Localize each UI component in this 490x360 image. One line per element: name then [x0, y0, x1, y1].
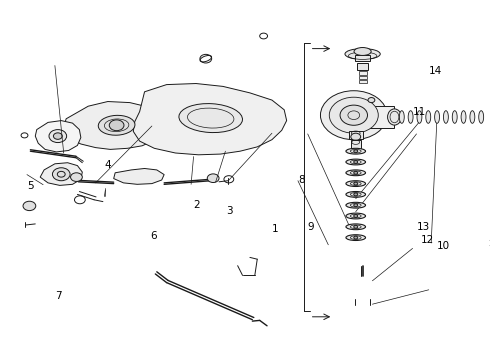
Ellipse shape: [470, 111, 475, 123]
Text: 9: 9: [308, 222, 315, 232]
Bar: [359, 80, 367, 83]
Circle shape: [354, 182, 358, 185]
Circle shape: [354, 161, 358, 163]
Circle shape: [340, 105, 368, 125]
Circle shape: [320, 91, 387, 140]
Polygon shape: [133, 84, 287, 155]
Ellipse shape: [479, 111, 484, 123]
Polygon shape: [40, 163, 82, 185]
Circle shape: [207, 174, 219, 183]
Bar: [359, 71, 367, 75]
Text: 4: 4: [104, 160, 111, 170]
Bar: [355, 55, 370, 61]
Ellipse shape: [346, 224, 366, 230]
Ellipse shape: [435, 111, 440, 123]
Ellipse shape: [408, 111, 413, 123]
Text: 2: 2: [194, 200, 200, 210]
Text: 6: 6: [150, 231, 157, 241]
Text: 11: 11: [413, 107, 426, 117]
Bar: [348, 106, 394, 128]
Text: 7: 7: [55, 291, 62, 301]
Ellipse shape: [345, 49, 380, 59]
Text: 12: 12: [420, 235, 434, 246]
Ellipse shape: [346, 170, 366, 176]
Text: 8: 8: [298, 175, 305, 185]
Polygon shape: [35, 121, 81, 152]
Text: 10: 10: [437, 240, 450, 251]
Ellipse shape: [443, 111, 448, 123]
Text: 14: 14: [429, 66, 442, 76]
Ellipse shape: [388, 109, 401, 125]
Circle shape: [354, 215, 358, 217]
Circle shape: [354, 193, 358, 196]
Ellipse shape: [346, 213, 366, 219]
Circle shape: [109, 120, 124, 131]
Circle shape: [354, 204, 358, 207]
Ellipse shape: [346, 159, 366, 165]
Circle shape: [23, 201, 36, 211]
Text: 3: 3: [226, 206, 233, 216]
Bar: [351, 140, 361, 150]
Ellipse shape: [346, 235, 366, 240]
Circle shape: [354, 171, 358, 174]
Text: 5: 5: [27, 181, 34, 192]
Ellipse shape: [98, 115, 135, 135]
Polygon shape: [63, 102, 167, 149]
Ellipse shape: [179, 104, 243, 132]
Text: 13: 13: [416, 222, 430, 232]
Circle shape: [52, 168, 70, 181]
Circle shape: [351, 133, 361, 140]
Bar: [357, 63, 368, 70]
Circle shape: [354, 236, 358, 239]
Circle shape: [71, 173, 82, 181]
Ellipse shape: [346, 202, 366, 208]
Circle shape: [368, 98, 375, 103]
Circle shape: [53, 133, 62, 139]
Circle shape: [354, 225, 358, 228]
Ellipse shape: [346, 192, 366, 197]
Circle shape: [49, 130, 67, 143]
Polygon shape: [114, 168, 164, 184]
Circle shape: [354, 150, 358, 153]
Ellipse shape: [452, 111, 457, 123]
Ellipse shape: [399, 111, 404, 123]
Ellipse shape: [354, 48, 371, 55]
Text: 1: 1: [272, 224, 279, 234]
Ellipse shape: [417, 111, 422, 123]
Ellipse shape: [346, 181, 366, 186]
Circle shape: [329, 97, 378, 133]
Bar: [349, 131, 363, 139]
Ellipse shape: [426, 111, 431, 123]
Ellipse shape: [461, 111, 466, 123]
Bar: [359, 76, 367, 79]
Ellipse shape: [346, 148, 366, 154]
